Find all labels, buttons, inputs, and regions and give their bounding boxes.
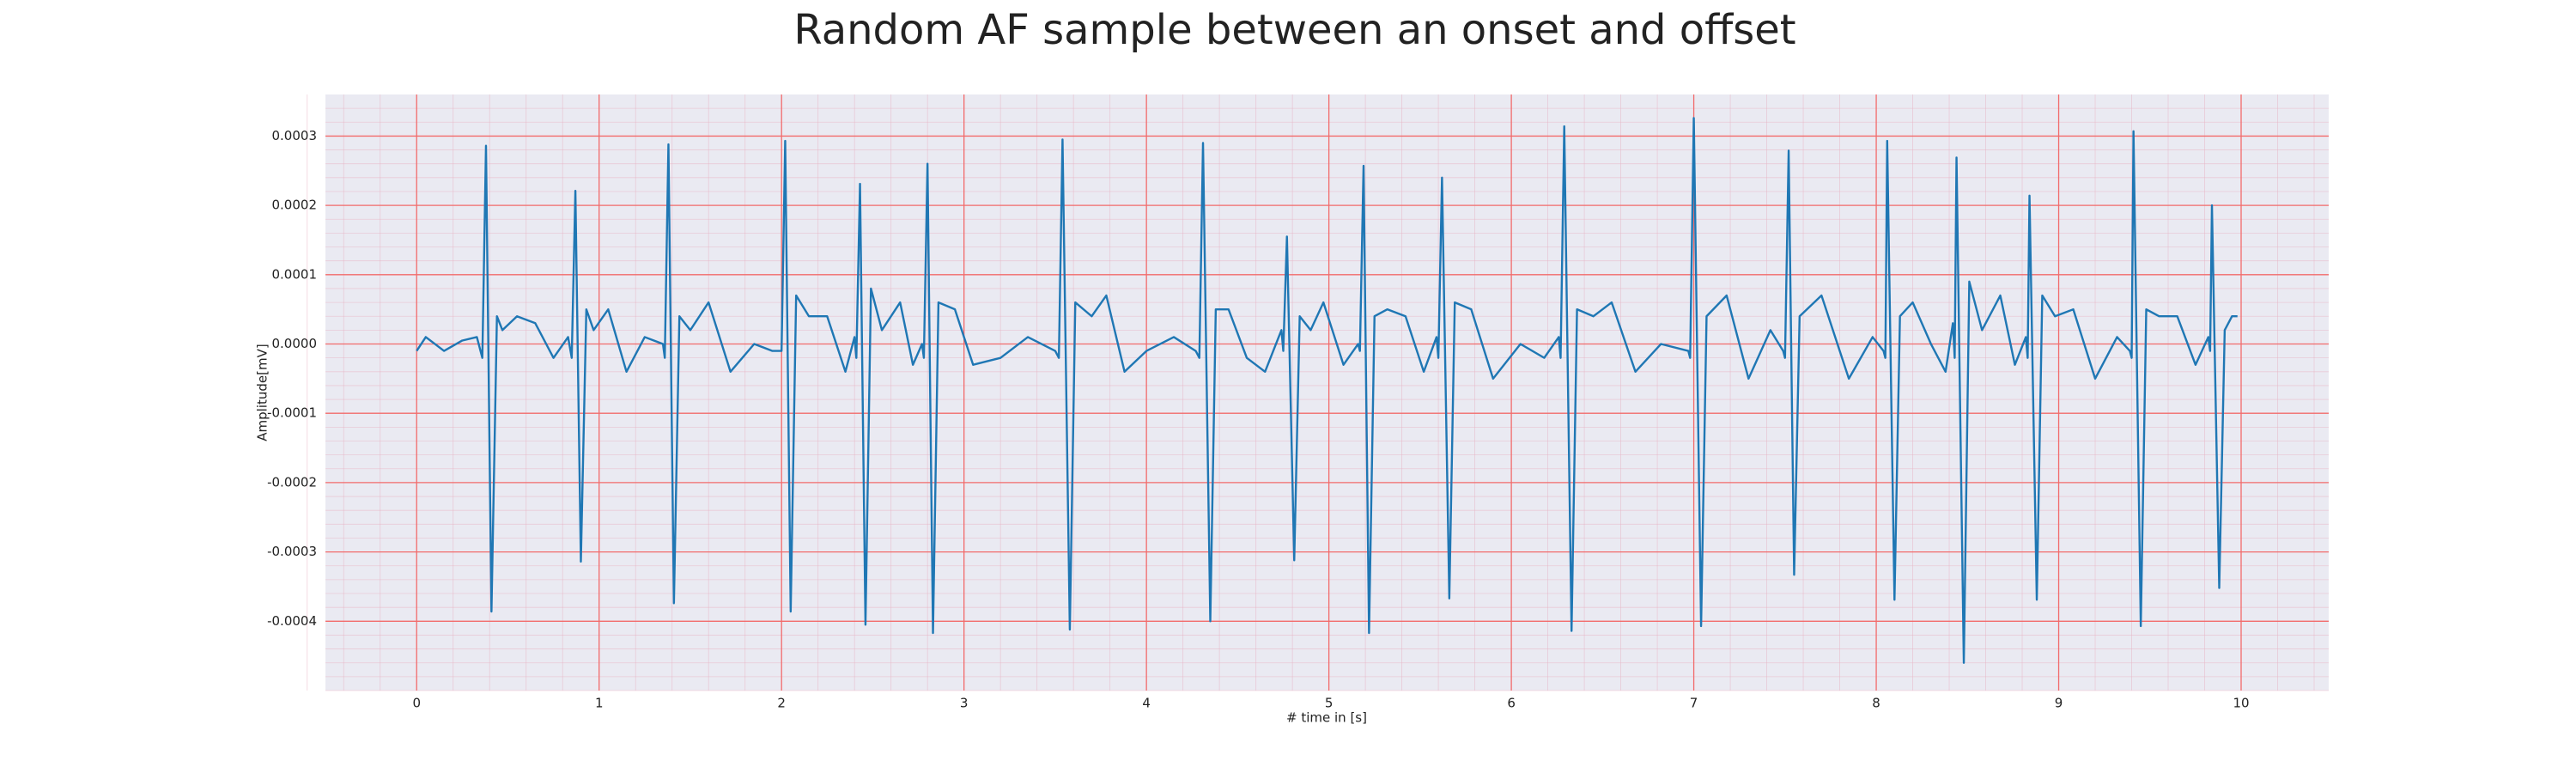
y-tick-label: 0.0002 [272,198,318,213]
y-axis-label: Amplitude[mV] [255,344,270,441]
y-tick-label: 0.0000 [272,336,318,351]
y-tick-label: -0.0002 [267,474,317,490]
x-tick-label: 10 [2233,696,2249,711]
x-tick-label: 6 [1507,696,1516,711]
y-tick-label: 0.0001 [272,266,318,282]
x-tick-label: 3 [960,696,969,711]
x-tick-label: 2 [777,696,786,711]
x-tick-label: 9 [2055,696,2063,711]
x-axis-label: # time in [s] [1286,710,1367,726]
y-tick-label: -0.0004 [267,613,317,629]
x-tick-label: 1 [595,696,604,711]
data-line [416,117,2238,664]
x-tick-label: 7 [1690,696,1698,711]
chart-title: Random AF sample between an onset and of… [793,6,1795,54]
x-tick-label: 5 [1325,696,1334,711]
labels: 0 1 2 3 4 5 6 7 8 9 10 -0.0004 -0.0003 -0.0002 -0.0001… [267,128,2249,711]
y-tick-label: -0.0003 [267,544,317,559]
plot-area [325,94,2329,691]
x-tick-label: 8 [1872,696,1880,711]
marks [416,117,2238,664]
x-tick-label: 4 [1142,696,1151,711]
y-tick-label: 0.0003 [272,128,318,143]
y-tick-label: -0.0001 [267,405,317,421]
x-tick-label: 0 [412,696,421,711]
